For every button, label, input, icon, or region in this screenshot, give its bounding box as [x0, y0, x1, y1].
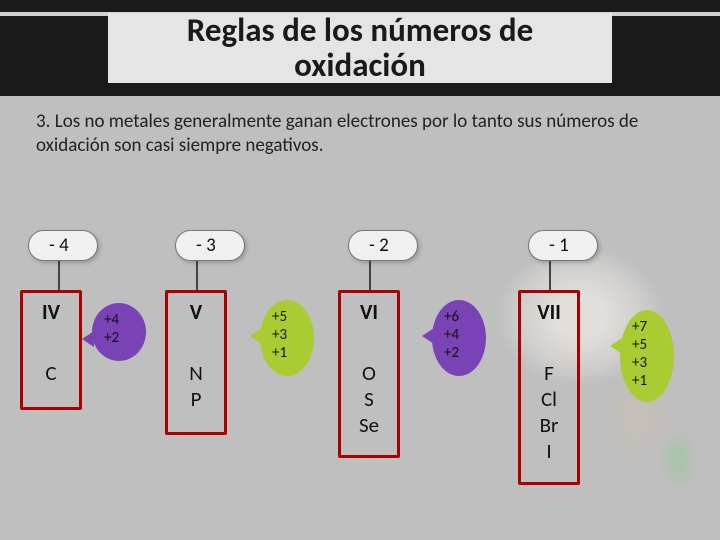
oxidation-pill: - 4 [28, 230, 98, 261]
oxidation-pill: - 1 [528, 230, 598, 261]
title-line-2: oxidación [294, 45, 426, 85]
oxidation-bubble: +5 +3 +1 [260, 300, 314, 376]
group-box: IV C [20, 290, 82, 410]
group-box: VI O S Se [338, 290, 400, 458]
group-number: VII [521, 299, 577, 325]
oxidation-bubble: +4 +2 [92, 303, 146, 361]
element-list: O S Se [341, 333, 397, 438]
connector [196, 260, 198, 290]
oxidation-pill: - 3 [175, 230, 245, 261]
element-list: F Cl Br I [521, 333, 577, 464]
group-box: VII F Cl Br I [518, 290, 580, 485]
group-number: VI [341, 299, 397, 325]
header: Reglas de los números de oxidación [0, 0, 720, 96]
group-number: IV [23, 299, 79, 325]
oxidation-bubble: +7 +5 +3 +1 [620, 310, 674, 402]
group-number: V [168, 299, 224, 325]
oxidation-bubble: +6 +4 +2 [432, 300, 486, 376]
element-list: C [23, 333, 79, 386]
connector [549, 260, 551, 290]
group-box: V N P [165, 290, 227, 435]
rule-text: 3. Los no metales generalmente ganan ele… [0, 96, 720, 168]
element-list: N P [168, 333, 224, 412]
page-title: Reglas de los números de oxidación [108, 13, 612, 82]
oxidation-pill: - 2 [348, 230, 418, 261]
connector [58, 260, 60, 290]
background-photo [440, 220, 720, 540]
connector [369, 260, 371, 290]
